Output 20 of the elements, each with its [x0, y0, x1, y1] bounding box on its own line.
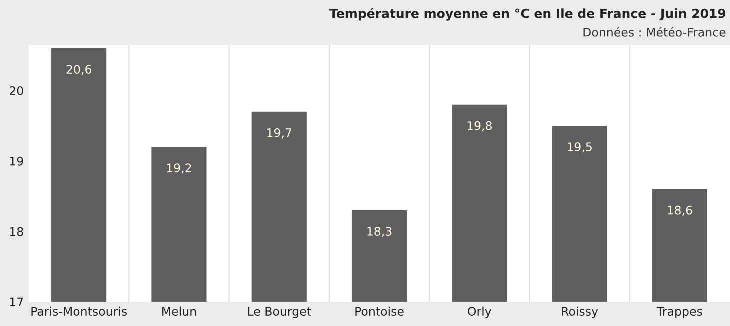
- chart-title: Température moyenne en °C en Ile de France - Juin 2019: [330, 8, 726, 21]
- x-tick-label: Roissy: [562, 306, 598, 318]
- y-tick-label: 19: [10, 156, 24, 166]
- data-label: 19,7: [268, 128, 292, 139]
- x-tick-label: Trappes: [656, 307, 702, 318]
- data-label: 19,5: [568, 142, 592, 153]
- x-tick-label: Paris-Montsouris: [32, 306, 128, 316]
- chart-subtitle: Données : Météo-France: [584, 27, 726, 37]
- x-tick-label: Orly: [468, 306, 492, 318]
- x-tick-label: Le Bourget: [248, 307, 312, 318]
- x-tick-label: Pontoise: [356, 306, 404, 316]
- data-label: 18,6: [668, 206, 692, 216]
- data-label: 20,6: [66, 65, 92, 76]
- data-label: 19,8: [468, 121, 492, 132]
- y-tick-label: 20: [10, 86, 24, 96]
- y-tick-label: 18: [10, 227, 24, 236]
- data-label: 18,3: [368, 227, 392, 238]
- y-tick-label: 17: [10, 298, 24, 306]
- data-label: 19,2: [167, 164, 192, 174]
- x-tick-label: Melun: [162, 306, 196, 316]
